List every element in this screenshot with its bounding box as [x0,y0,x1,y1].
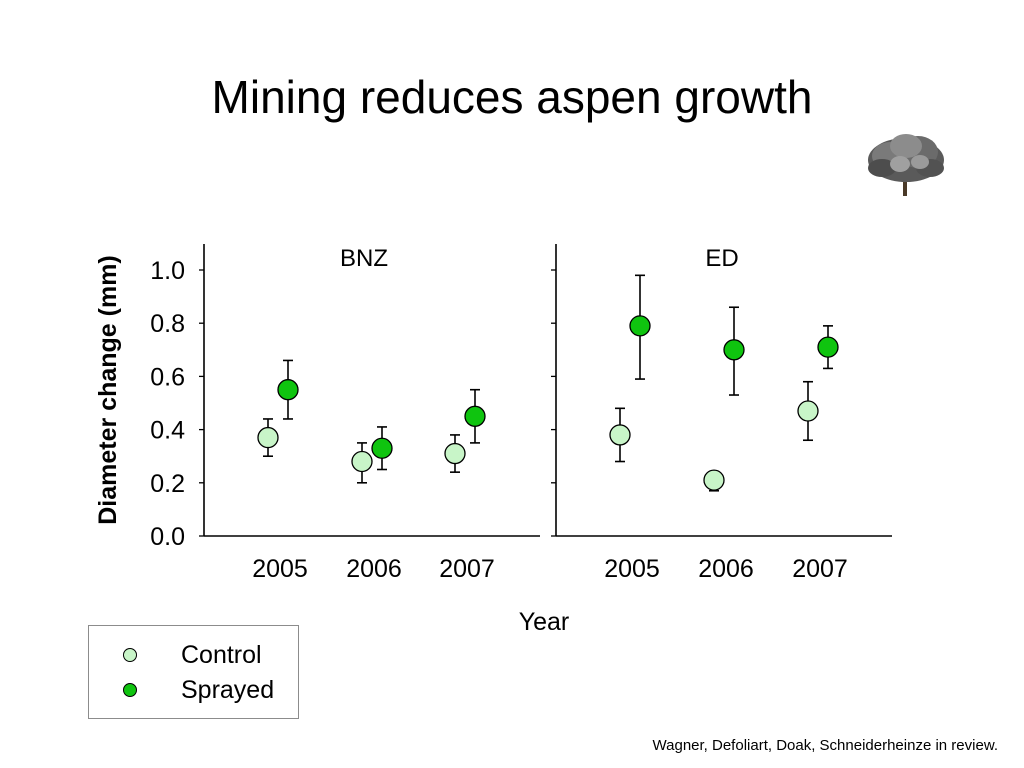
data-point-sprayed [464,405,486,427]
data-point-control [797,400,819,422]
y-tick-label: 0.2 [150,470,185,498]
sprayed-marker-icon [123,683,137,697]
legend-label-sprayed: Sprayed [181,676,275,704]
data-point-control [351,450,373,473]
data-point-control [703,469,725,491]
legend-item-control: Control [89,638,298,672]
x-tick-label: 2007 [792,555,848,583]
data-point-sprayed [371,437,393,459]
panel-title: ED [705,245,738,272]
data-point-sprayed [277,379,299,401]
data-point-sprayed [629,315,651,337]
legend-label-control: Control [181,641,262,669]
legend-item-sprayed: Sprayed [89,673,298,707]
x-tick-label: 2007 [439,555,495,583]
slide-title: Mining reduces aspen growth [211,71,813,123]
x-tick-label: 2006 [346,555,402,583]
y-tick-label: 0.8 [150,310,185,338]
data-point-control [609,424,631,446]
citation: Wagner, Defoliart, Doak, Schneiderheinze… [652,737,998,754]
x-tick-label: 2005 [604,555,660,583]
x-tick-label: 2005 [252,555,308,583]
data-point-control [444,442,466,465]
legend: Control Sprayed [88,625,299,719]
control-marker-icon [123,648,137,662]
y-tick-label: 1.0 [150,257,185,285]
data-point-sprayed [723,339,745,361]
data-point-control [257,426,279,449]
aspen-tree-icon [868,134,944,196]
x-tick-label: 2006 [698,555,754,583]
y-tick-label: 0.0 [150,523,185,551]
x-axis-label: Year [519,608,570,636]
panel-title: BNZ [340,245,388,272]
y-tick-label: 0.4 [150,417,185,445]
y-axis-label: Diameter change (mm) [94,255,122,525]
data-point-sprayed [817,336,839,358]
y-tick-label: 0.6 [150,363,185,391]
